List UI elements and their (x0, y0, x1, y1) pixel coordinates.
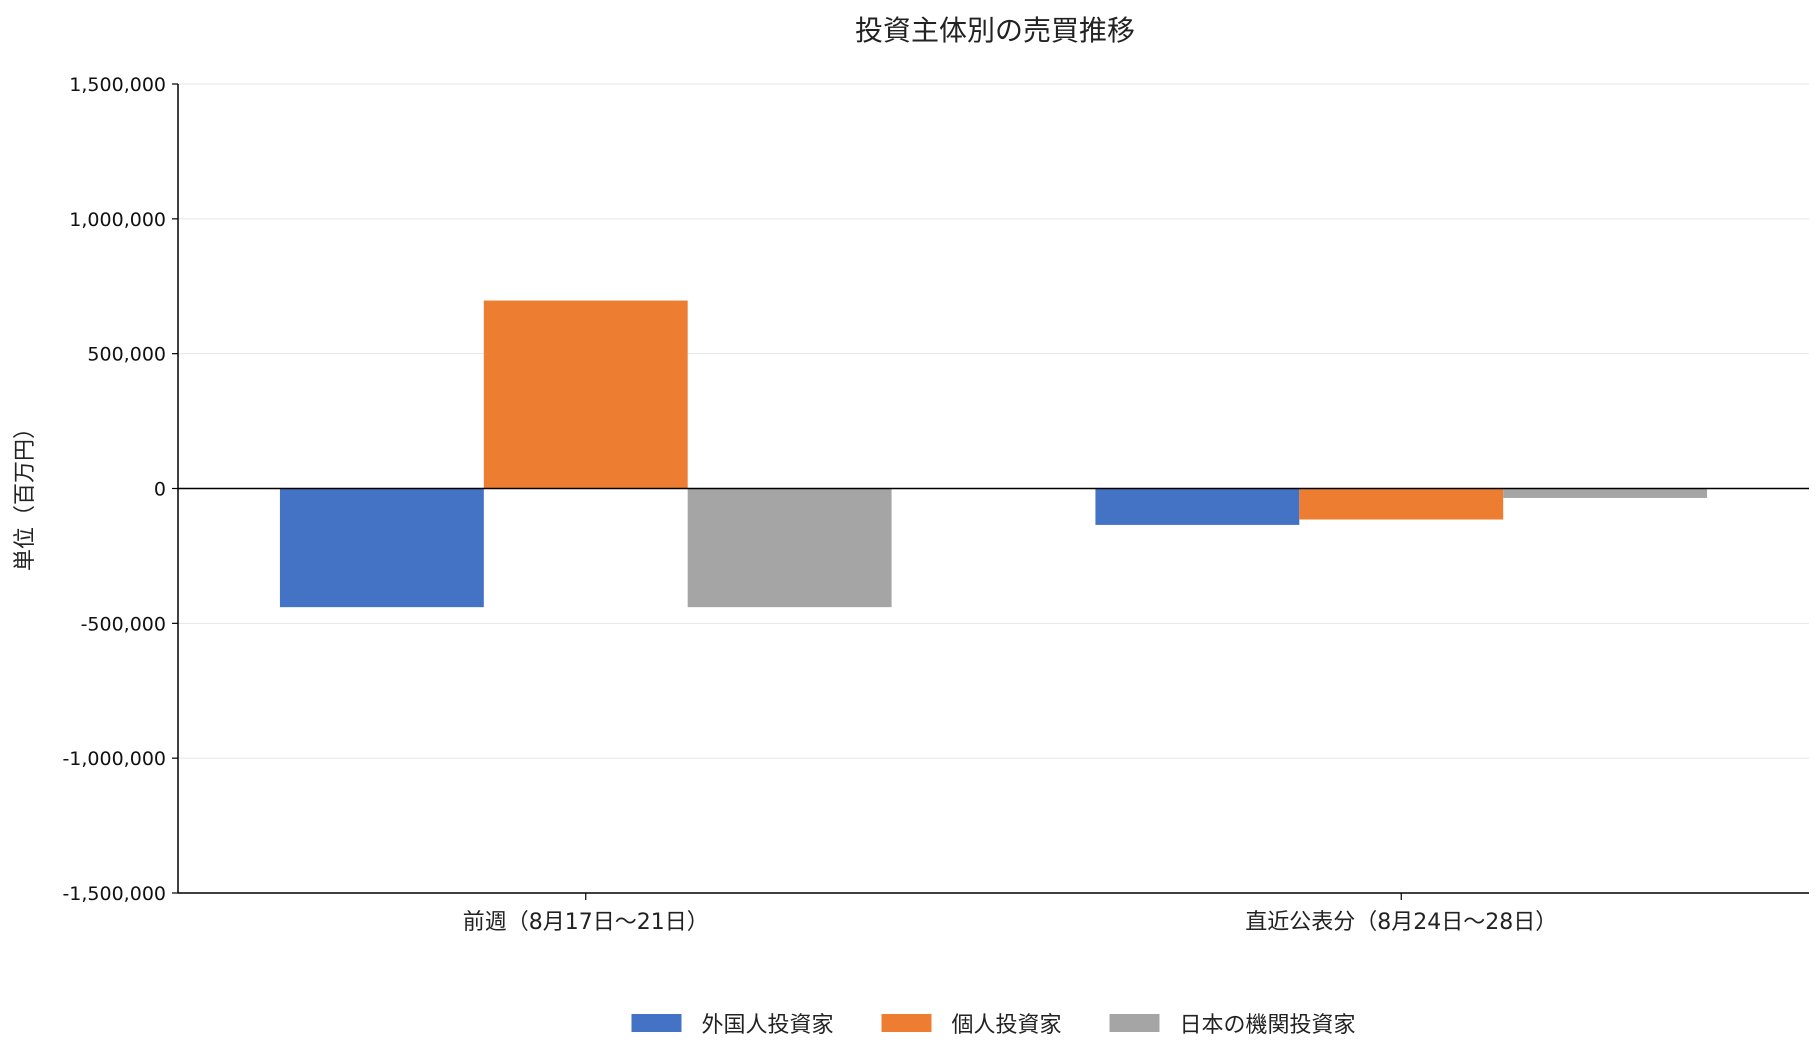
bar (1299, 488, 1504, 520)
axes (172, 83, 1809, 900)
legend-swatch (631, 1014, 682, 1032)
legend: 外国人投資家 個人投資家 日本の機関投資家 (631, 1013, 1356, 1038)
y-tick-label: 1,000,000 (69, 209, 166, 231)
chart-title: 投資主体別の売買推移 (855, 14, 1135, 47)
bar (1503, 488, 1708, 498)
bar (1095, 488, 1300, 525)
legend-swatch (881, 1014, 932, 1032)
y-tick-labels: 1,500,000 1,000,000 500,000 0 -500,000 -1,000… (62, 74, 166, 905)
x-tick-label: 直近公表分（8月24日～28日） (1245, 910, 1557, 935)
y-axis-label: 単位（百万円） (13, 417, 38, 571)
bars (279, 300, 1708, 608)
bar (687, 488, 892, 608)
bar (279, 488, 484, 608)
y-tick-label: -500,000 (81, 613, 166, 635)
y-tick-label: 0 (154, 479, 166, 501)
legend-label: 外国人投資家 (702, 1013, 834, 1038)
legend-label: 日本の機関投資家 (1180, 1013, 1356, 1038)
legend-label: 個人投資家 (952, 1013, 1062, 1038)
y-tick-label: -1,000,000 (62, 748, 166, 770)
legend-swatch (1109, 1014, 1160, 1032)
bar (483, 300, 688, 489)
y-tick-label: -1,500,000 (62, 883, 166, 905)
x-tick-label: 前週（8月17日～21日） (463, 910, 709, 935)
x-tick-labels: 前週（8月17日～21日） 直近公表分（8月24日～28日） (463, 910, 1558, 935)
y-tick-label: 500,000 (87, 344, 166, 366)
y-tick-label: 1,500,000 (69, 74, 166, 96)
